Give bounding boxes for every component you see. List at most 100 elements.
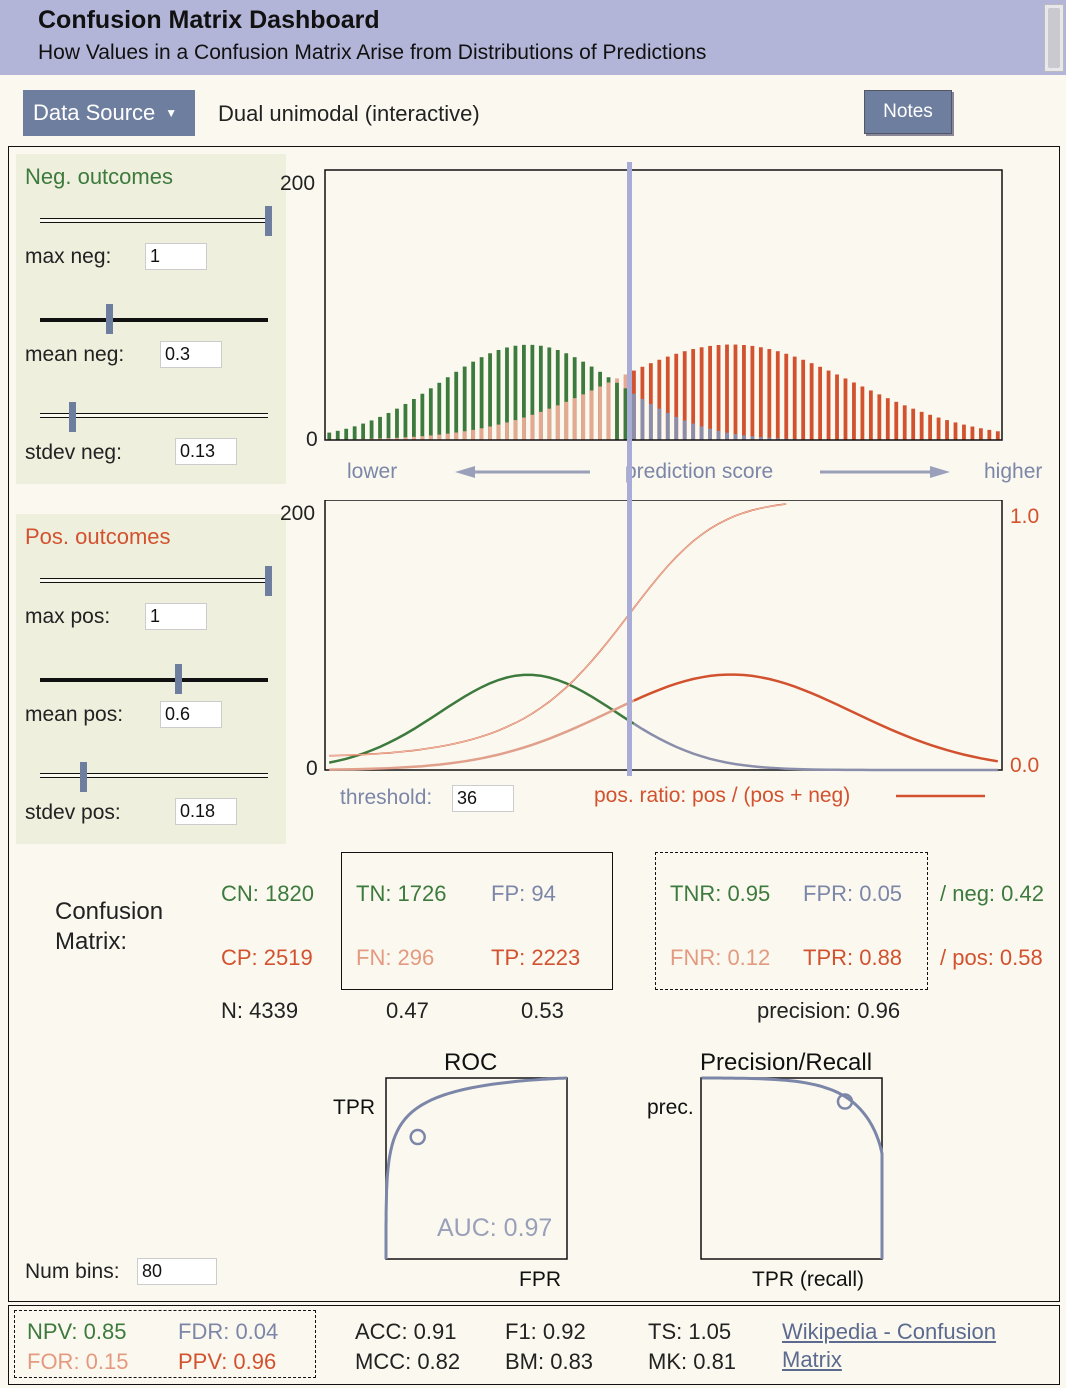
wikipedia-link-line2[interactable]: Matrix (782, 1347, 842, 1372)
hist-bar-pos (420, 436, 425, 440)
threshold-input[interactable] (452, 785, 514, 812)
mean-neg-slider-thumb[interactable] (106, 304, 113, 334)
mean-pos-slider-track[interactable] (40, 678, 268, 682)
max-neg-input[interactable] (145, 243, 207, 270)
ratio-min-label: 0.0 (1010, 754, 1039, 777)
max-neg-slider-thumb[interactable] (265, 206, 272, 236)
max-pos-input[interactable] (145, 603, 207, 630)
neg-panel-title: Neg. outcomes (25, 164, 173, 189)
hist-bar-pos (953, 422, 958, 440)
data-source-label: Data Source (33, 100, 156, 125)
hist-bar-neg (682, 420, 687, 440)
bm-value: BM: 0.83 (505, 1349, 594, 1374)
cp-value: CP: 2519 (221, 945, 313, 970)
pr-title: Precision/Recall (700, 1049, 872, 1076)
stdev-pos-input[interactable] (175, 798, 237, 825)
hist-bar-neg (623, 388, 628, 440)
roc-pr-charts: ROC TPR FPR AUC: 0.97 Precision/Recall p… (333, 1049, 884, 1291)
hist-bar-neg (725, 432, 729, 440)
page-subtitle: How Values in a Confusion Matrix Arise f… (38, 41, 707, 64)
notes-button[interactable]: Notes (864, 90, 952, 134)
density-y-max-label: 200 (280, 502, 315, 525)
hist-bar-pos (699, 347, 704, 440)
hist-bar-pos (860, 386, 865, 440)
hist-bar-pos (547, 408, 552, 440)
hist-bar-neg (547, 347, 552, 440)
hist-bar-pos (987, 429, 992, 440)
neg-ratio-value: / neg: 0.42 (940, 881, 1044, 906)
neg-density-tail (633, 722, 998, 772)
matrix-title-line2: Matrix: (55, 928, 127, 955)
hist-bar-neg (471, 361, 476, 440)
max-pos-slider-track[interactable] (40, 578, 268, 583)
precision-value: precision: 0.96 (757, 998, 901, 1023)
hist-bar-pos (606, 382, 611, 440)
hist-frame (324, 169, 1003, 441)
hist-bar-pos (488, 426, 492, 440)
hist-bar-pos (378, 438, 382, 440)
hist-bar-neg (454, 371, 459, 440)
stdev-pos-slider-track[interactable] (40, 773, 268, 778)
tn-value: TN: 1726 (356, 881, 447, 906)
scrollbar-thumb[interactable] (1048, 8, 1060, 68)
hist-bar-pos (725, 344, 729, 440)
mean-pos-slider-thumb[interactable] (175, 664, 182, 694)
confusion-rates-box (655, 852, 928, 990)
num-bins-input[interactable] (137, 1258, 217, 1285)
hist-bar-neg (411, 398, 416, 440)
hist-bar-neg (538, 345, 543, 440)
hist-bar-neg (742, 435, 746, 440)
hist-bar-pos (978, 428, 983, 440)
hist-bar-pos (902, 405, 907, 440)
f1-value: F1: 0.92 (505, 1319, 586, 1344)
hist-bar-pos (411, 436, 416, 440)
max-pos-slider-thumb[interactable] (265, 566, 272, 596)
mean-neg-input[interactable] (160, 341, 222, 368)
hist-bar-pos (395, 437, 399, 440)
hist-bar-neg (665, 412, 670, 440)
fn-value: FN: 296 (356, 945, 435, 970)
data-source-value: Dual unimodal (interactive) (218, 101, 480, 126)
main-panel (8, 146, 1060, 1302)
pr-curve (701, 1076, 884, 1259)
hist-bar-pos (471, 429, 476, 440)
cn-value: CN: 1820 (221, 881, 314, 906)
hist-bar-pos (665, 356, 670, 440)
stdev-pos-slider-thumb[interactable] (80, 762, 87, 792)
num-bins-label: Num bins: (25, 1260, 120, 1283)
header-bar (0, 0, 1066, 75)
threshold-line[interactable] (627, 162, 632, 776)
mean-pos-label: mean pos: (25, 703, 124, 726)
hist-bar-pos (454, 432, 459, 440)
hist-bar-neg (488, 353, 492, 440)
roc-operating-point (409, 1128, 426, 1146)
roc-title: ROC (444, 1049, 497, 1076)
mean-pos-input[interactable] (160, 701, 222, 728)
data-source-dropdown[interactable]: Data Source ▼ (23, 90, 195, 136)
mean-neg-slider-track[interactable] (40, 318, 268, 322)
stdev-neg-slider-track[interactable] (40, 413, 268, 418)
wikipedia-link[interactable]: Wikipedia - Confusion (782, 1319, 996, 1344)
hist-bar-neg (462, 366, 467, 440)
hist-higher-label: higher (984, 460, 1042, 483)
mcc-value: MCC: 0.82 (355, 1349, 461, 1374)
hist-bar-pos (911, 408, 916, 440)
tpr-value: TPR: 0.88 (803, 945, 903, 970)
ratio-max-label: 1.0 (1010, 505, 1039, 528)
hist-bar-neg (386, 412, 391, 440)
stdev-pos-label: stdev pos: (25, 801, 121, 824)
hist-bar-pos (919, 411, 924, 440)
hist-bar-pos (945, 420, 949, 440)
stdev-neg-slider-thumb[interactable] (69, 402, 76, 432)
stdev-neg-input[interactable] (175, 438, 237, 465)
pos-density-curve (633, 673, 999, 763)
pos-ratio-value: / pos: 0.58 (940, 945, 1043, 970)
hist-bar-neg (530, 344, 535, 440)
pred-pos-fraction: 0.53 (521, 998, 564, 1023)
ppv-value: PPV: 0.96 (178, 1349, 277, 1374)
pos-ratio-curve-inner (329, 503, 787, 757)
density-frame (324, 500, 1003, 771)
max-neg-slider-track[interactable] (40, 218, 268, 223)
pred-neg-fraction: 0.47 (386, 998, 429, 1023)
max-neg-label: max neg: (25, 245, 112, 268)
